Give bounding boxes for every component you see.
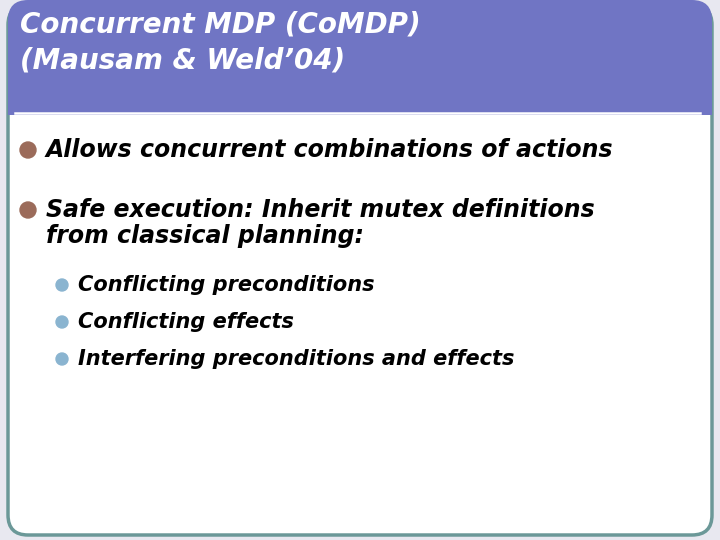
Circle shape	[56, 353, 68, 365]
Text: Interfering preconditions and effects: Interfering preconditions and effects	[78, 349, 514, 369]
Text: (Mausam & Weld’04): (Mausam & Weld’04)	[20, 47, 345, 75]
Bar	[8, 93, 712, 115]
Text: Safe execution: Inherit mutex definitions: Safe execution: Inherit mutex definition…	[46, 198, 595, 222]
FancyBboxPatch shape	[8, 5, 712, 535]
Text: Concurrent MDP (CoMDP): Concurrent MDP (CoMDP)	[20, 10, 420, 38]
Circle shape	[56, 316, 68, 328]
Text: from classical planning:: from classical planning:	[46, 224, 364, 248]
Circle shape	[20, 202, 36, 218]
Text: Allows concurrent combinations of actions: Allows concurrent combinations of action…	[46, 138, 613, 162]
Circle shape	[56, 279, 68, 291]
FancyBboxPatch shape	[8, 0, 712, 115]
Text: Conflicting preconditions: Conflicting preconditions	[78, 275, 374, 295]
Circle shape	[20, 142, 36, 158]
Text: Conflicting effects: Conflicting effects	[78, 312, 294, 332]
